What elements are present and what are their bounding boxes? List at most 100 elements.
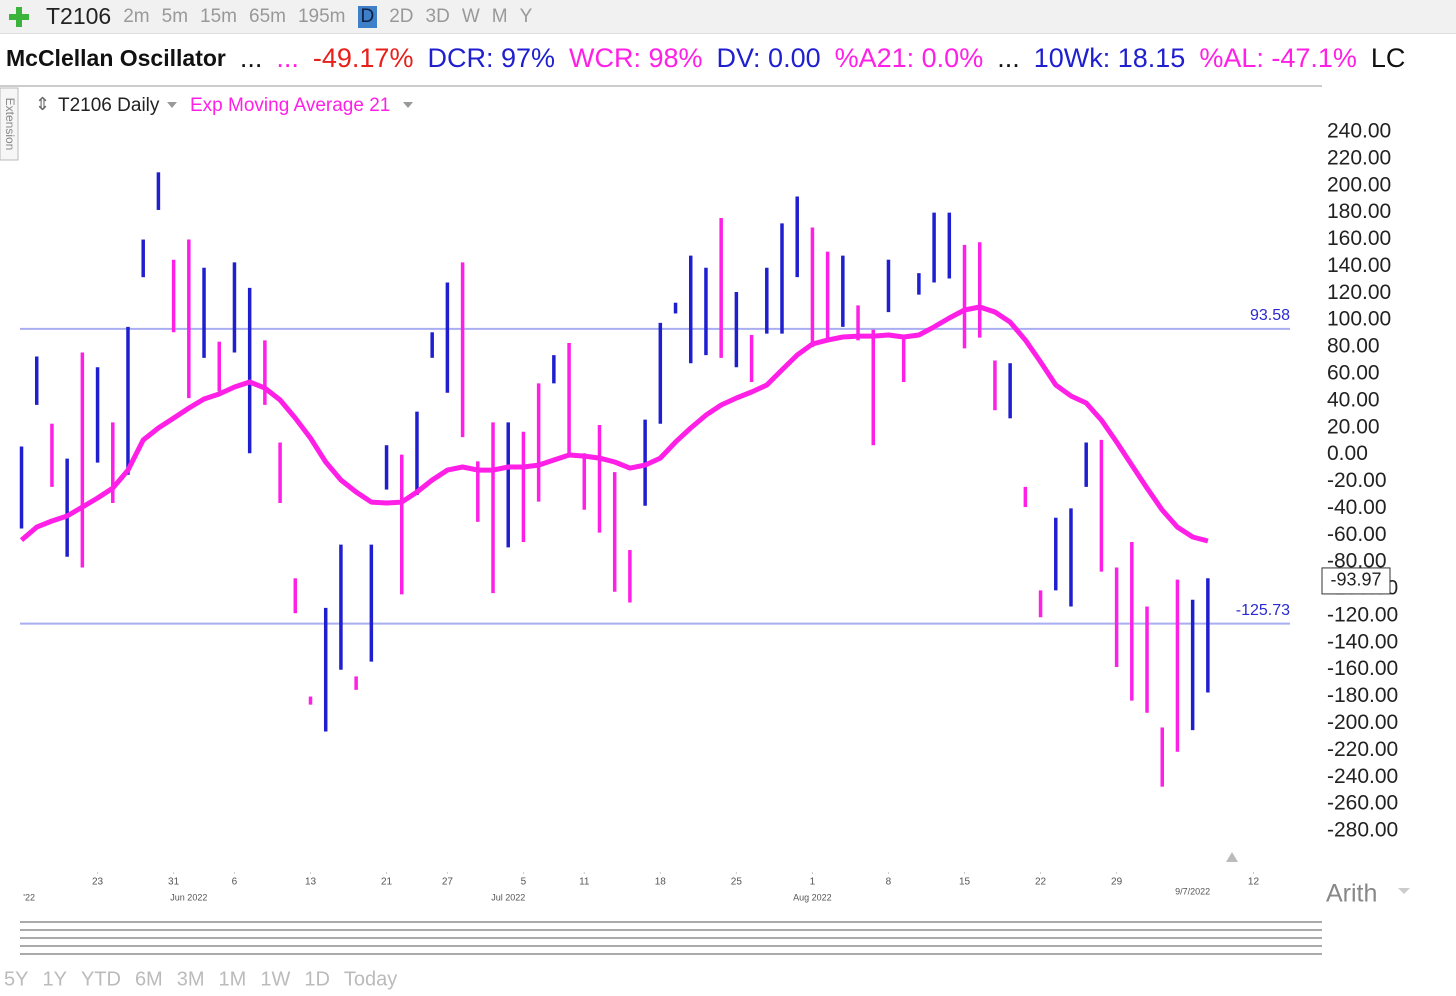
header-item: ...: [276, 42, 299, 73]
x-tick-label: 27: [442, 877, 454, 888]
x-tick-label: 22: [1035, 877, 1047, 888]
y-tick-label: -240.00: [1327, 765, 1398, 788]
timeframe-button[interactable]: 65m: [249, 5, 286, 27]
header-item: %AL: -47.1%: [1199, 42, 1357, 73]
y-tick-label: -160.00: [1327, 657, 1398, 680]
y-tick-label: 120.00: [1327, 281, 1391, 304]
range-button[interactable]: 1W: [260, 968, 290, 990]
y-tick-label: -180.00: [1327, 684, 1398, 707]
y-tick-label: 180.00: [1327, 200, 1391, 223]
header-item: McClellan Oscillator: [6, 44, 226, 71]
range-button[interactable]: Today: [344, 968, 397, 990]
x-tick-label: 6: [232, 877, 238, 888]
timeframe-button[interactable]: M: [491, 5, 508, 27]
x-tick-label: 18: [655, 877, 667, 888]
range-button[interactable]: 3M: [177, 968, 205, 990]
timeframe-button[interactable]: 3D: [425, 5, 450, 27]
dropdown[interactable]: [1398, 888, 1410, 894]
toolbar: T2106 2m 5m 15m 65m 195m D 2D 3D W M Y: [0, 0, 1456, 34]
header-item: %A21: 0.0%: [834, 42, 984, 73]
scale-mode[interactable]: Arith: [1326, 880, 1377, 908]
x-tick-label: 23: [92, 877, 104, 888]
y-tick-label: -120.00: [1327, 603, 1398, 626]
range-button[interactable]: 1M: [219, 968, 247, 990]
period-label: 9/7/2022: [1175, 886, 1210, 896]
x-tick-label: 21: [381, 877, 393, 888]
y-tick-label: 20.00: [1327, 415, 1380, 438]
y-tick-label: 0.00: [1327, 442, 1368, 465]
y-tick-label: -280.00: [1327, 819, 1398, 842]
side-tab[interactable]: [0, 87, 19, 161]
timeframe-button[interactable]: 195m: [297, 5, 346, 27]
header-item: 10Wk: 18.15: [1033, 42, 1186, 73]
indicator-header: McClellan Oscillator...... -49.17% DCR: 97…: [6, 38, 1456, 78]
timeframe-button[interactable]: 15m: [200, 5, 237, 27]
last-value-box: [1321, 567, 1391, 595]
last-value-label: -93.97: [1330, 570, 1381, 590]
header-item: ...: [239, 42, 263, 73]
header-item: LC: [1370, 42, 1406, 73]
y-tick-label: 160.00: [1327, 227, 1391, 250]
horizontal-line-label: -125.73: [1236, 602, 1290, 619]
y-tick-label: 40.00: [1327, 388, 1380, 411]
y-tick-label: -80.00: [1327, 550, 1387, 573]
y-tick-label: -40.00: [1327, 496, 1387, 519]
side-tab-label: Extension: [3, 98, 17, 151]
header-item: WCR: 98%: [569, 42, 703, 73]
y-tick-label: -260.00: [1327, 792, 1398, 815]
add-icon[interactable]: [8, 6, 30, 28]
header-item: DCR: 97%: [427, 42, 556, 73]
y-tick-label: 140.00: [1327, 254, 1391, 277]
symbol[interactable]: T2106: [46, 3, 112, 29]
period-label: '22: [23, 892, 35, 902]
y-tick-label: 80.00: [1327, 335, 1380, 358]
timeframe-button[interactable]: W: [461, 5, 480, 27]
range-button[interactable]: YTD: [81, 968, 121, 990]
y-tick-label: -200.00: [1327, 711, 1398, 734]
dropdown[interactable]: [167, 102, 177, 108]
range-button[interactable]: 1D: [304, 968, 330, 990]
timeframe-button[interactable]: 5m: [161, 5, 189, 27]
y-tick-label: 100.00: [1327, 308, 1391, 331]
timeframe-button[interactable]: D: [357, 5, 378, 28]
x-tick-label: 5: [521, 877, 527, 888]
ema-line: [19, 304, 1209, 544]
range-button[interactable]: 1Y: [42, 968, 66, 990]
x-tick-label: 31: [168, 877, 180, 888]
timeframe-button[interactable]: 2m: [123, 5, 150, 27]
header-item: DV: 0.00: [716, 42, 821, 73]
x-tick-label: 11: [579, 877, 590, 888]
y-tick-label: 200.00: [1327, 173, 1391, 196]
timeframe-button[interactable]: 2D: [389, 5, 414, 27]
y-tick-label: 60.00: [1327, 362, 1380, 385]
y-tick-label: 240.00: [1327, 120, 1391, 143]
period-label: Jul 2022: [491, 892, 525, 902]
legend-arrows: ⇕: [35, 94, 50, 114]
y-tick-label: -220.00: [1327, 738, 1398, 761]
period-label: Aug 2022: [793, 892, 832, 902]
x-tick-label: 15: [959, 877, 971, 888]
timeframe-button[interactable]: Y: [519, 5, 533, 27]
horizontal-line-label: 93.58: [1250, 307, 1290, 324]
legend-item[interactable]: T2106 Daily: [58, 95, 160, 116]
legend-item[interactable]: Exp Moving Average 21: [190, 95, 390, 116]
range-button[interactable]: 6M: [135, 968, 163, 990]
dropdown[interactable]: [403, 102, 413, 108]
x-tick-label: 8: [886, 877, 892, 888]
y-tick-label: -60.00: [1327, 523, 1387, 546]
header-item: -49.17%: [312, 42, 414, 73]
range-button[interactable]: 5Y: [4, 968, 28, 990]
y-tick-label: -20.00: [1327, 469, 1387, 492]
header-item: ...: [997, 42, 1020, 73]
x-tick-label: 25: [731, 877, 743, 888]
y-tick-label: 220.00: [1327, 146, 1391, 169]
x-tick-label: 13: [305, 877, 317, 888]
period-label: Jun 2022: [170, 892, 207, 902]
scroll-arrow[interactable]: [1226, 852, 1238, 862]
y-tick-label: -140.00: [1327, 630, 1398, 653]
x-tick-label: 12: [1248, 877, 1260, 888]
x-tick-label: 29: [1111, 877, 1123, 888]
x-tick-label: 1: [810, 877, 816, 888]
